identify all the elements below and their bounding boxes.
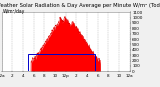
Bar (28, 54, 95, 71)
Text: Milwaukee Weather Solar Radiation & Day Average per Minute W/m² (Today): Milwaukee Weather Solar Radiation & Day … (0, 3, 160, 8)
Text: W/m²/day: W/m²/day (3, 9, 26, 14)
